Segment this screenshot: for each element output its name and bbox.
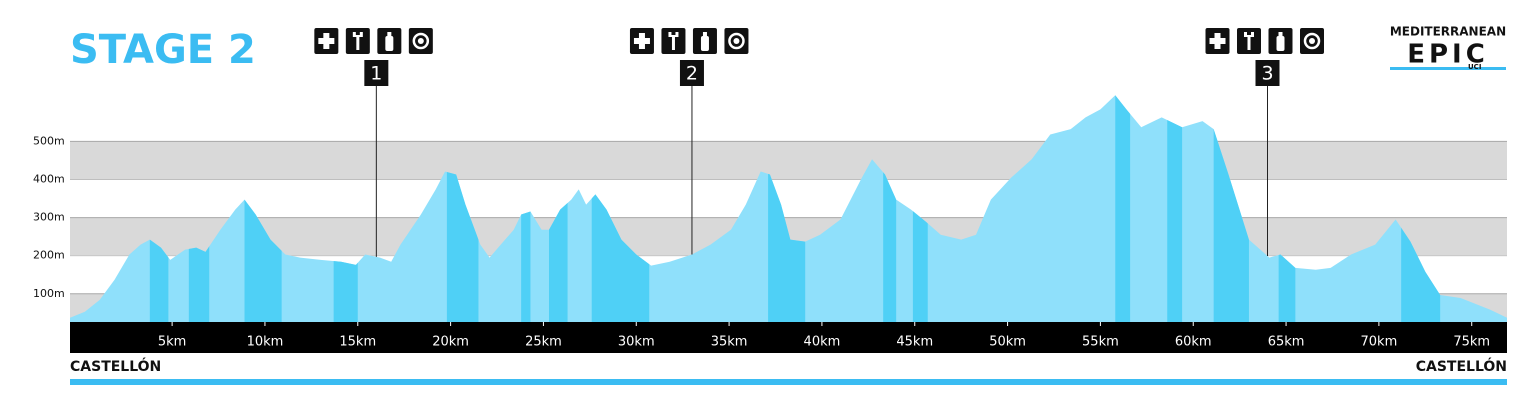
x-tick-label: 65km <box>1268 335 1305 350</box>
climb-segment <box>521 95 531 322</box>
icon-glyph <box>733 38 740 44</box>
climb-segment <box>1213 95 1249 322</box>
aid-label-box <box>1255 60 1280 86</box>
aid-label: 1 <box>370 63 382 85</box>
icon-glyph <box>668 32 679 37</box>
icon-glyph <box>412 32 430 50</box>
icon-glyph <box>1244 32 1254 37</box>
x-tick-label: 20km <box>432 335 469 350</box>
icon-glyph <box>387 32 392 36</box>
band <box>70 141 1507 180</box>
climb-segment <box>912 95 928 322</box>
climb-segment <box>1167 95 1183 322</box>
y-tick-label: 400m <box>33 172 65 185</box>
icon-glyph <box>1276 36 1285 51</box>
x-tick-label: 45km <box>896 335 933 350</box>
icon-glyph <box>1278 32 1283 36</box>
climb-segment <box>1278 95 1296 322</box>
x-tick-label: 40km <box>804 335 841 350</box>
icon-glyph <box>728 32 745 50</box>
climb-segment <box>1115 95 1131 322</box>
icon-glyph <box>633 38 650 44</box>
x-tick-label: 75km <box>1453 335 1490 350</box>
aid-label-box <box>679 60 704 86</box>
x-tick-label: 60km <box>1175 335 1212 350</box>
climb-segment <box>244 95 282 322</box>
y-tick-label: 100m <box>33 287 65 300</box>
icon-glyph <box>1247 37 1251 50</box>
x-tick-label: 10km <box>247 335 284 350</box>
x-tick-label: 25km <box>525 335 562 350</box>
icon-glyph <box>671 37 675 50</box>
bottom-stripe <box>70 379 1507 385</box>
logo-text: EPIC <box>1407 40 1489 70</box>
chart-title: STAGE 2 <box>70 27 256 73</box>
distance-bar <box>70 322 1507 353</box>
icon-glyph <box>1303 32 1321 50</box>
climb-segment <box>149 95 169 322</box>
climb-segment <box>446 95 479 322</box>
x-tick-label: 15km <box>339 335 376 350</box>
aid-label-box <box>364 60 389 86</box>
y-tick-label: 500m <box>33 134 65 147</box>
icon-glyph <box>417 38 424 44</box>
logo-text: MEDITERRANEAN <box>1390 25 1506 39</box>
start-label: CASTELLÓN <box>70 357 161 375</box>
climb-segment <box>883 95 897 322</box>
icon-glyph <box>385 36 394 51</box>
elevation-profile <box>70 95 1507 322</box>
x-tick-label: 30km <box>618 335 655 350</box>
climb-segment <box>333 95 358 322</box>
icon-glyph <box>318 38 335 44</box>
icon-glyph <box>700 36 709 51</box>
y-tick-label: 200m <box>33 249 65 262</box>
logo-stripe <box>1390 67 1506 70</box>
climb-segment <box>1401 95 1441 322</box>
climb-segment <box>549 95 568 322</box>
x-tick-label: 35km <box>711 335 748 350</box>
y-tick-label: 300m <box>33 211 65 224</box>
icon-glyph <box>356 37 360 50</box>
icon-glyph <box>352 32 363 37</box>
climb-segment <box>768 95 806 322</box>
logo-badge: UCI <box>1468 63 1481 71</box>
icon-glyph <box>1209 38 1226 44</box>
icon-glyph <box>702 32 707 36</box>
aid-label: 2 <box>686 63 698 85</box>
icon-glyph <box>1309 38 1315 44</box>
aid-label: 3 <box>1261 63 1273 85</box>
x-tick-label: 5km <box>158 335 186 350</box>
climb-segment <box>591 95 650 322</box>
x-tick-label: 55km <box>1082 335 1119 350</box>
end-label: CASTELLÓN <box>1416 357 1507 375</box>
x-tick-label: 70km <box>1361 335 1398 350</box>
climb-segment <box>188 95 210 322</box>
x-tick-label: 50km <box>989 335 1026 350</box>
